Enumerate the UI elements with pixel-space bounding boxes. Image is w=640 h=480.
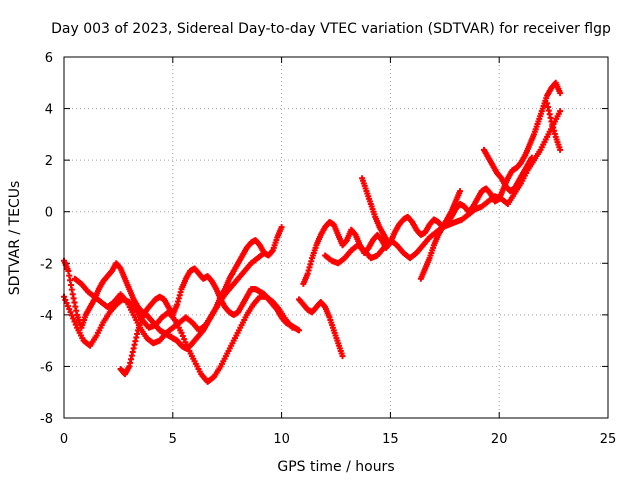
data-point [67,309,74,316]
x-tick-labels: 0 5 10 15 20 25 [60,432,616,447]
axis-ticks [63,56,609,419]
data-point [339,353,346,360]
data-point [62,296,69,303]
series-track-4 [71,249,268,347]
x-tick-label: 10 [273,432,290,447]
x-tick-label: 25 [600,432,617,447]
x-axis-label: GPS time / hours [277,459,394,475]
data-point [457,188,464,195]
y-tick-label: 0 [45,206,53,221]
series-track-6 [322,108,564,267]
data-point [64,303,71,310]
y-tick-labels: -8 -6 -4 -2 0 2 4 6 [40,51,53,427]
data-point [557,108,564,115]
data-point [63,299,70,306]
plot-frame [63,56,609,419]
x-tick-label: 20 [491,432,508,447]
y-tick-label: -4 [40,309,53,324]
series-track-3 [117,265,303,378]
data-points [61,79,564,385]
data-point [528,154,535,161]
data-point [68,312,75,319]
series-track-1 [61,224,285,352]
series-track-7 [296,296,346,360]
series-track-11 [544,100,564,153]
data-point [278,224,285,231]
y-tick-label: 2 [45,154,53,169]
data-point [181,336,188,343]
data-point [71,318,78,325]
data-point [557,90,564,97]
data-point [385,239,392,246]
data-point [183,342,190,349]
y-tick-label: 4 [45,103,53,118]
data-point [182,339,189,346]
data-point [66,306,73,313]
data-point [72,321,79,328]
x-tick-label: 15 [382,432,399,447]
y-tick-label: -6 [40,360,53,375]
grid-lines [64,57,608,418]
data-point [557,146,564,153]
data-point [179,333,186,340]
y-tick-label: -2 [40,257,53,272]
data-point [296,327,303,334]
y-axis-label: SDTVAR / TECUs [7,181,23,296]
data-point [178,329,185,336]
series-track-9 [417,188,464,282]
series-track-8 [359,175,392,246]
x-tick-label: 5 [169,432,177,447]
series-track-10 [480,146,535,195]
x-tick-label: 0 [60,432,68,447]
data-point [70,315,77,322]
y-tick-label: 6 [45,51,53,66]
chart-title: Day 003 of 2023, Sidereal Day-to-day VTE… [51,21,611,37]
data-point [261,249,268,256]
y-tick-label: -8 [40,412,53,427]
